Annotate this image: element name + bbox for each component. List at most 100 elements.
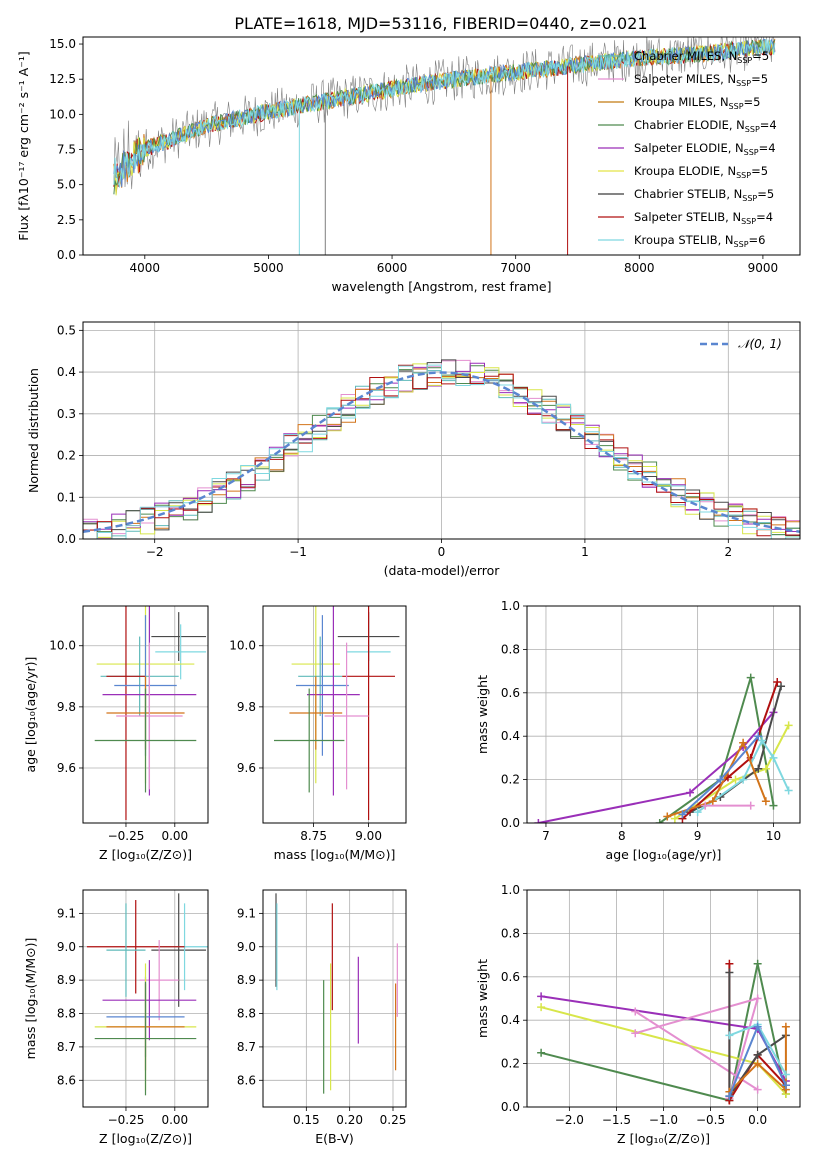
- weight-point-marker: [753, 1022, 762, 1031]
- weight-point-marker: [761, 797, 770, 806]
- plot-area: [275, 893, 398, 1094]
- x-tick-label: −2.0: [555, 1113, 584, 1127]
- y-tick-label: 0.8: [501, 926, 520, 940]
- x-tick-label: 0.15: [293, 1113, 320, 1127]
- axes-frame: [82, 36, 801, 256]
- y-axis-label: age [log₁₀(age/yr)]: [23, 657, 38, 773]
- legend-entry-label: 𝒩(0, 1): [738, 337, 782, 351]
- spectrum-model-line: [113, 38, 776, 187]
- weight-point-marker: [739, 738, 748, 747]
- legend-entry-label: Chabrier ELODIE, NSSP=4: [634, 118, 777, 134]
- y-tick-label: 0.8: [501, 642, 520, 656]
- legend-entry-label: Salpeter STELIB, NSSP=4: [634, 210, 773, 226]
- x-tick-label: 2: [724, 545, 732, 559]
- y-tick-label: 9.0: [237, 940, 256, 954]
- x-tick-label: −2: [146, 545, 164, 559]
- weight-point-marker: [769, 801, 778, 810]
- weight-series-line: [681, 681, 779, 820]
- y-axis-label: mass weight: [475, 675, 490, 754]
- y-tick-label: 0.3: [57, 407, 76, 421]
- chart-age_vs_Z: −0.25 0.00 9.6 9.8 10.0 Z [log₁₀(Z/Z⊙)] age [l…: [23, 605, 209, 862]
- chart-mass_vs_Z: −0.25 0.00 8.6 8.7 8.8 8.9 9.0 9.1 Z [log₁₀(Z/Z⊙…: [23, 889, 209, 1146]
- y-tick-label: 0.0: [57, 248, 76, 262]
- y-tick-label: 0.2: [57, 449, 76, 463]
- y-tick-label: 0.2: [501, 1057, 520, 1071]
- x-tick-label: 10: [766, 829, 781, 843]
- axes-frame: [526, 605, 801, 824]
- chart-residuals: −2 −1 0 1 2 0.0 0.1 0.2 0.3 0.4 0.5 (data-model)/er…: [26, 321, 801, 578]
- spectrum-legend: Chabrier MILES, NSSP=5 Salpeter MILES, NS…: [598, 49, 777, 249]
- x-tick-label: −1: [289, 545, 307, 559]
- chart-weight_vs_Z: −2.0 −1.5 −1.0 −0.5 0.0 0.0 0.2 0.4 0.6 0.8 1.0 Z […: [475, 883, 801, 1146]
- y-tick-label: 8.6: [237, 1073, 256, 1087]
- legend-entry-label: Salpeter MILES, NSSP=5: [634, 72, 768, 88]
- legend-entry-label: Kroupa ELODIE, NSSP=5: [634, 164, 768, 180]
- weight-point-marker: [686, 788, 695, 797]
- x-tick-label: 0.00: [161, 1113, 188, 1127]
- y-tick-label: 9.1: [57, 906, 76, 920]
- weight-point-marker: [753, 959, 762, 968]
- charts-layer: 4000 5000 6000 7000 8000 90000.02.55.07.510.0…: [16, 36, 801, 1146]
- histogram-step: [83, 364, 800, 539]
- axes-frame: [262, 889, 407, 1108]
- y-tick-label: 2.5: [57, 213, 76, 227]
- weight-point-marker: [655, 819, 664, 823]
- weight-point-marker: [758, 736, 767, 745]
- x-tick-label: 9000: [748, 261, 779, 275]
- y-tick-label: 0.0: [57, 532, 76, 546]
- legend-entry-label: Salpeter ELODIE, NSSP=4: [634, 141, 776, 157]
- weight-point-marker: [753, 1050, 762, 1059]
- y-tick-label: 9.6: [57, 761, 76, 775]
- plot-area: [113, 37, 776, 255]
- y-tick-label: 10.0: [49, 107, 76, 121]
- y-tick-label: 10.0: [49, 639, 76, 653]
- x-tick-label: 0.25: [380, 1113, 407, 1127]
- weight-point-marker: [739, 775, 748, 784]
- y-axis-label: mass [log₁₀(M/M⊙)]: [23, 938, 38, 1060]
- weight-point-marker: [725, 1092, 734, 1101]
- weight-point-marker: [631, 1007, 640, 1016]
- y-tick-label: 5.0: [57, 178, 76, 192]
- y-tick-label: 0.0: [501, 1100, 520, 1114]
- x-tick-label: 8.75: [300, 829, 327, 843]
- y-tick-label: 12.5: [49, 72, 76, 86]
- weight-point-marker: [537, 1003, 546, 1012]
- y-tick-label: 8.6: [57, 1073, 76, 1087]
- y-tick-label: 8.9: [57, 973, 76, 987]
- weight-point-marker: [534, 819, 543, 823]
- x-tick-label: 0.00: [161, 829, 188, 843]
- axes-frame: [526, 889, 801, 1108]
- axes-frame: [82, 321, 801, 540]
- x-axis-label: mass [log₁₀(M/M⊙)]: [274, 847, 396, 862]
- plot-area: [83, 359, 800, 539]
- x-axis-label: wavelength [Angstrom, rest frame]: [331, 279, 551, 294]
- weight-point-marker: [663, 812, 672, 821]
- x-tick-label: 0: [438, 545, 446, 559]
- weight-point-marker: [753, 1085, 762, 1094]
- weight-point-marker: [678, 810, 687, 819]
- weight-point-marker: [725, 968, 734, 977]
- weight-series-line: [538, 711, 775, 823]
- x-axis-label: Z [log₁₀(Z/Z⊙)]: [617, 1131, 710, 1146]
- weight-point-marker: [670, 814, 679, 823]
- weight-series-line: [728, 1026, 787, 1093]
- weight-point-marker: [754, 764, 763, 773]
- y-tick-label: 8.9: [237, 973, 256, 987]
- y-tick-label: 1.0: [501, 883, 520, 897]
- weight-point-marker: [761, 764, 770, 773]
- y-tick-label: 8.8: [57, 1007, 76, 1021]
- x-tick-label: −1.5: [602, 1113, 631, 1127]
- weight-point-marker: [746, 673, 755, 682]
- axes-frame: [82, 889, 209, 1108]
- normal-curve: [83, 371, 800, 533]
- y-tick-label: 9.0: [57, 940, 76, 954]
- x-tick-label: 6000: [377, 261, 408, 275]
- x-axis-label: Z [log₁₀(Z/Z⊙)]: [99, 847, 192, 862]
- x-axis-label: E(B-V): [315, 1131, 354, 1146]
- weight-point-marker: [754, 732, 763, 741]
- y-tick-label: 9.1: [237, 906, 256, 920]
- x-tick-label: 1: [581, 545, 589, 559]
- weight-point-marker: [773, 677, 782, 686]
- x-axis-label: (data-model)/error: [384, 563, 501, 578]
